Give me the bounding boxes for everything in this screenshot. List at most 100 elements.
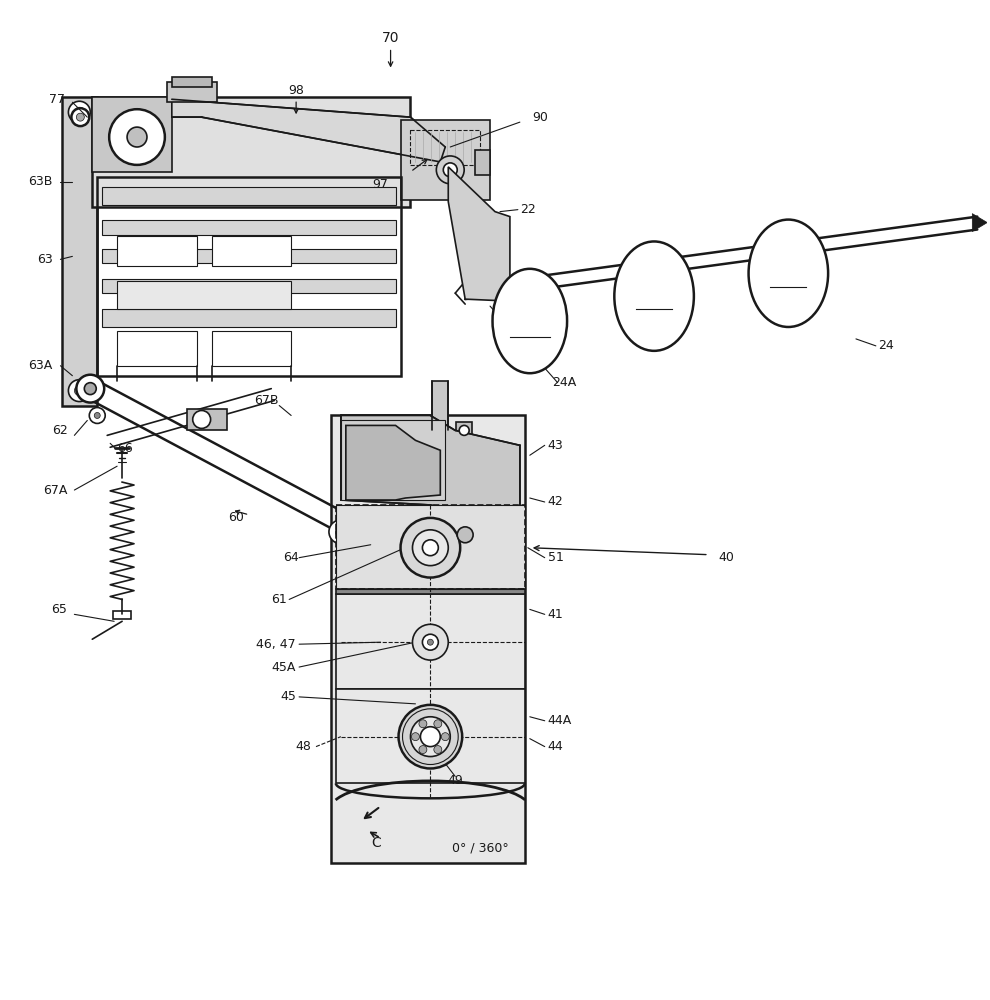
Circle shape — [76, 375, 104, 403]
Bar — [102, 220, 396, 235]
Polygon shape — [972, 214, 987, 232]
Ellipse shape — [748, 220, 828, 327]
Bar — [172, 77, 212, 87]
Bar — [331, 415, 525, 863]
Bar — [433, 381, 448, 430]
Bar — [341, 420, 446, 500]
Bar — [97, 177, 401, 376]
Text: 27A: 27A — [518, 342, 542, 355]
Circle shape — [444, 163, 457, 177]
Text: 44A: 44A — [547, 714, 572, 727]
Text: 27: 27 — [645, 294, 663, 308]
Text: 98: 98 — [288, 84, 304, 97]
Bar — [62, 97, 97, 406]
Bar — [336, 594, 525, 689]
Circle shape — [89, 408, 105, 423]
Circle shape — [423, 634, 439, 650]
Text: 24A: 24A — [552, 376, 577, 389]
Circle shape — [411, 717, 450, 757]
Text: 64: 64 — [283, 551, 299, 564]
Bar — [92, 97, 172, 172]
Bar — [102, 249, 396, 263]
Text: 60: 60 — [229, 511, 245, 524]
Text: 63A: 63A — [29, 359, 52, 372]
Circle shape — [442, 733, 449, 741]
Bar — [117, 236, 197, 266]
Circle shape — [399, 705, 462, 768]
Bar — [401, 120, 490, 200]
Text: 27A: 27A — [517, 322, 544, 336]
Text: 44: 44 — [547, 740, 563, 753]
Text: 66: 66 — [117, 442, 133, 455]
Circle shape — [413, 624, 448, 660]
Circle shape — [68, 380, 90, 402]
Text: 62: 62 — [51, 424, 67, 437]
Polygon shape — [341, 415, 520, 510]
Polygon shape — [346, 425, 441, 500]
Circle shape — [193, 411, 211, 428]
Circle shape — [459, 425, 469, 435]
Text: 45: 45 — [280, 690, 296, 703]
Text: 63B: 63B — [28, 175, 52, 188]
Bar — [113, 611, 131, 619]
Bar — [117, 281, 291, 309]
Circle shape — [434, 746, 442, 754]
Bar — [411, 130, 480, 165]
Bar — [336, 505, 525, 589]
Circle shape — [329, 520, 352, 544]
Text: 51: 51 — [547, 551, 563, 564]
Bar — [456, 422, 472, 438]
Text: 67A: 67A — [43, 484, 67, 497]
Circle shape — [412, 733, 420, 741]
Circle shape — [434, 720, 442, 728]
Text: 67B: 67B — [254, 394, 278, 407]
Circle shape — [336, 527, 346, 537]
Circle shape — [71, 108, 89, 126]
Bar — [102, 279, 396, 293]
Text: 48: 48 — [295, 740, 311, 753]
Bar — [475, 150, 490, 175]
Text: 41: 41 — [547, 608, 563, 621]
Circle shape — [421, 727, 441, 747]
Circle shape — [94, 412, 100, 418]
Circle shape — [413, 530, 448, 566]
Text: 42: 42 — [547, 495, 563, 508]
Circle shape — [419, 746, 427, 754]
Bar — [212, 331, 291, 366]
Text: 46, 47: 46, 47 — [256, 638, 296, 651]
Bar — [102, 187, 396, 205]
Text: 70: 70 — [382, 31, 399, 45]
Circle shape — [74, 107, 84, 117]
Text: 77: 77 — [50, 93, 65, 106]
Text: 43: 43 — [547, 439, 563, 452]
Circle shape — [109, 109, 165, 165]
Bar — [117, 331, 197, 366]
Text: C: C — [371, 836, 380, 850]
Bar — [92, 97, 411, 207]
Circle shape — [423, 540, 439, 556]
Text: 90: 90 — [532, 111, 547, 124]
Circle shape — [127, 127, 147, 147]
Circle shape — [68, 101, 90, 123]
Ellipse shape — [615, 241, 694, 351]
Circle shape — [74, 386, 84, 396]
Bar — [336, 689, 525, 783]
Circle shape — [401, 518, 460, 578]
Text: 65: 65 — [51, 603, 67, 616]
Text: 24: 24 — [878, 339, 894, 352]
Text: 27: 27 — [779, 272, 797, 286]
Bar — [212, 236, 291, 266]
Polygon shape — [172, 99, 446, 162]
Circle shape — [76, 113, 84, 121]
Polygon shape — [448, 167, 510, 301]
Circle shape — [457, 527, 473, 543]
Bar — [167, 82, 217, 102]
Text: 0° / 360°: 0° / 360° — [451, 842, 509, 855]
Text: 49: 49 — [447, 774, 463, 787]
Bar — [102, 309, 396, 327]
Circle shape — [437, 156, 464, 184]
Text: 97: 97 — [372, 178, 389, 191]
Circle shape — [428, 639, 434, 645]
Text: 40: 40 — [719, 551, 735, 564]
Circle shape — [419, 720, 427, 728]
